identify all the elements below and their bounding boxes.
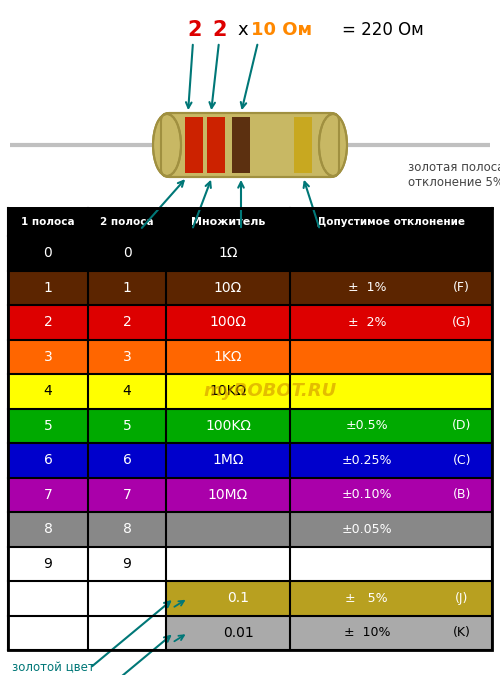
Text: 0: 0 <box>44 246 52 261</box>
Text: 1Ω: 1Ω <box>218 246 238 261</box>
Bar <box>185 117 203 173</box>
Text: (K): (K) <box>453 626 470 639</box>
Text: 5: 5 <box>44 418 52 433</box>
Bar <box>8 374 492 408</box>
Bar <box>8 547 492 581</box>
Text: 100KΩ: 100KΩ <box>205 418 251 433</box>
Text: Множитель: Множитель <box>191 217 265 227</box>
Text: ±0.5%: ±0.5% <box>346 419 388 432</box>
Text: 3: 3 <box>44 350 52 364</box>
Bar <box>8 408 492 443</box>
Bar <box>294 117 312 173</box>
Bar <box>8 271 492 305</box>
Text: (J): (J) <box>455 592 468 605</box>
Bar <box>8 340 492 374</box>
Text: (F): (F) <box>454 281 470 294</box>
Text: 2: 2 <box>122 315 132 329</box>
Text: ±   5%: ± 5% <box>346 592 388 605</box>
Text: 10Ω: 10Ω <box>214 281 242 295</box>
Text: 2: 2 <box>188 20 202 40</box>
Text: 2 полоса: 2 полоса <box>100 217 154 227</box>
FancyBboxPatch shape <box>161 113 339 177</box>
Text: 2: 2 <box>44 315 52 329</box>
Text: Допустимое отклонение: Допустимое отклонение <box>317 217 465 227</box>
Text: 10 Ом: 10 Ом <box>252 21 312 39</box>
Ellipse shape <box>153 114 181 176</box>
Text: 9: 9 <box>122 557 132 571</box>
Text: 2: 2 <box>213 20 227 40</box>
Text: х: х <box>238 21 248 39</box>
Text: 0: 0 <box>122 246 132 261</box>
Text: 8: 8 <box>122 522 132 536</box>
Bar <box>8 512 492 547</box>
Text: золотая полоса
отклонение 5%: золотая полоса отклонение 5% <box>408 161 500 189</box>
Text: 10MΩ: 10MΩ <box>208 488 248 502</box>
Ellipse shape <box>319 114 347 176</box>
Bar <box>8 236 492 271</box>
Text: 1 полоса: 1 полоса <box>21 217 75 227</box>
Text: = 220 Ом: = 220 Ом <box>342 21 424 39</box>
Text: 8: 8 <box>44 522 52 536</box>
Text: ±  2%: ± 2% <box>348 316 386 329</box>
Text: (C): (C) <box>452 454 471 466</box>
Text: myROBOT.RU: myROBOT.RU <box>204 382 336 400</box>
Bar <box>8 581 166 616</box>
Bar <box>8 616 166 650</box>
Text: ±  10%: ± 10% <box>344 626 390 639</box>
Text: 5: 5 <box>122 418 132 433</box>
Text: 1: 1 <box>122 281 132 295</box>
Text: (G): (G) <box>452 316 471 329</box>
Text: ±  1%: ± 1% <box>348 281 386 294</box>
Text: золотой цвет: золотой цвет <box>12 662 95 674</box>
Text: 9: 9 <box>44 557 52 571</box>
Bar <box>8 208 492 236</box>
Bar <box>8 477 492 512</box>
Text: (D): (D) <box>452 419 471 432</box>
Bar <box>207 117 225 173</box>
Text: ±0.25%: ±0.25% <box>342 454 392 466</box>
Text: 3: 3 <box>122 350 132 364</box>
Text: 1KΩ: 1KΩ <box>214 350 242 364</box>
Text: (B): (B) <box>452 488 471 502</box>
Text: 4: 4 <box>44 384 52 398</box>
Text: 6: 6 <box>44 453 52 467</box>
Bar <box>166 616 492 650</box>
Bar <box>166 581 492 616</box>
Text: 1MΩ: 1MΩ <box>212 453 244 467</box>
Text: 6: 6 <box>122 453 132 467</box>
Text: 7: 7 <box>44 488 52 502</box>
Bar <box>232 117 250 173</box>
Text: 0.1: 0.1 <box>227 591 249 605</box>
Text: ±0.10%: ±0.10% <box>342 488 392 502</box>
Text: 1: 1 <box>44 281 52 295</box>
Text: ±0.05%: ±0.05% <box>342 522 392 536</box>
Bar <box>8 208 492 650</box>
Text: 0.01: 0.01 <box>222 626 254 640</box>
Text: 100Ω: 100Ω <box>210 315 246 329</box>
Bar <box>8 443 492 477</box>
Text: 7: 7 <box>122 488 132 502</box>
Text: 4: 4 <box>122 384 132 398</box>
Text: 10KΩ: 10KΩ <box>210 384 246 398</box>
Bar <box>8 305 492 340</box>
